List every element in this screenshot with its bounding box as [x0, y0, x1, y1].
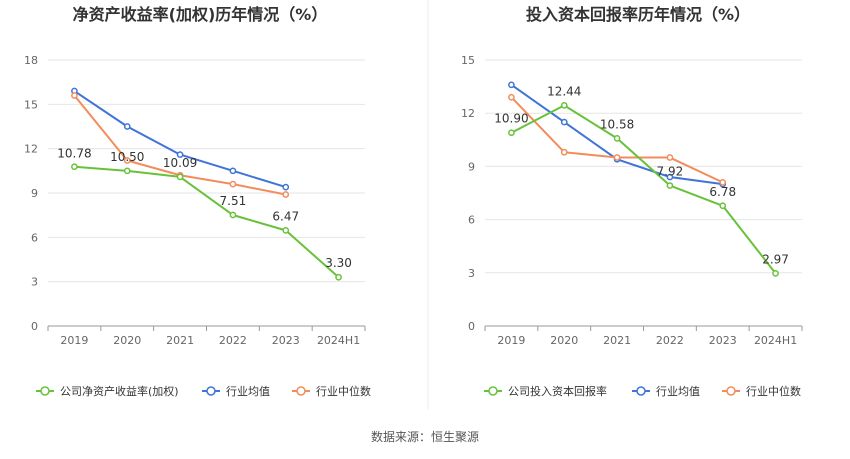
chart2-data-point-company: [508, 129, 515, 137]
chart2-data-point-company: [666, 182, 674, 189]
chart1-legend-label: 行业中位数: [316, 384, 371, 398]
chart2-data-point-company: [719, 202, 727, 210]
chart1-legend-label: 公司净资产收益率(加权): [60, 384, 179, 398]
chart2-y-tick-label: 12: [461, 107, 475, 120]
chart2-x-tick-label: 2020: [550, 334, 578, 347]
chart1-y-tick-label: 0: [31, 320, 38, 333]
chart2-data-point-industry_median: [508, 93, 515, 101]
chart2-legend-label: 行业中位数: [746, 384, 801, 398]
chart2-data-label: 2.97: [762, 252, 789, 266]
chart1-data-label: 7.51: [220, 194, 247, 208]
chart1-data-point-company: [123, 167, 131, 175]
chart1-x-tick-label: 2020: [113, 334, 141, 347]
chart2-x-tick-label: 2021: [603, 334, 631, 347]
chart1-data-point-company: [176, 173, 184, 181]
chart2-data-point-industry_avg: [666, 173, 674, 181]
chart1-series-line-company: [74, 165, 340, 278]
chart2-data-point-industry_median: [719, 179, 727, 186]
chart2-y-tick-label: 15: [461, 54, 475, 67]
chart1-x-tick-label: 2019: [60, 334, 88, 347]
chart1-y-tick-label: 15: [24, 98, 38, 111]
chart1-legend-marker-industry_avg: [206, 386, 216, 396]
chart1-x-tick-label: 2023: [272, 334, 300, 347]
chart2-legend-marker-industry_median: [726, 386, 736, 396]
chart1-x-tick-label: 2022: [219, 334, 247, 347]
chart2-legend-label: 公司投入资本回报率: [508, 384, 607, 398]
chart2-series-line-industry_avg: [510, 84, 723, 186]
chart2-data-point-industry_median: [666, 154, 674, 161]
chart1-y-tick-label: 9: [31, 187, 38, 200]
chart2-legend-marker-industry_avg: [636, 386, 646, 396]
chart1-data-point-company: [282, 227, 290, 234]
chart1-data-point-industry_median: [71, 92, 78, 99]
chart2-y-tick-label: 6: [468, 214, 475, 227]
chart1-data-point-industry_avg: [229, 167, 237, 175]
chart2-data-point-industry_avg: [560, 118, 568, 126]
chart2-y-tick-label: 0: [468, 320, 475, 333]
chart2-y-tick-label: 3: [468, 267, 475, 280]
chart2-data-label: 7.92: [657, 165, 684, 179]
chart1-title: 净资产收益率(加权)历年情况（%）: [73, 5, 328, 24]
chart1-y-tick-label: 6: [31, 231, 38, 244]
chart2-legend-label: 行业均值: [656, 385, 700, 398]
chart1-data-label: 10.09: [163, 156, 197, 170]
chart1-data-point-company: [335, 273, 342, 281]
chart1-legend-label: 行业均值: [226, 385, 270, 398]
chart1-data-point-industry_avg: [123, 123, 131, 130]
chart1-x-tick-label: 2024H1: [317, 334, 360, 347]
chart2-x-tick-label: 2024H1: [754, 334, 797, 347]
chart1-data-point-company: [71, 163, 78, 171]
chart1-y-tick-label: 3: [31, 276, 38, 289]
chart1-data-point-industry_avg: [282, 183, 290, 191]
chart2-data-point-industry_avg: [508, 81, 515, 89]
chart2-data-label: 12.44: [547, 84, 581, 98]
chart1-data-label: 6.47: [272, 209, 299, 223]
chart2-x-tick-label: 2022: [656, 334, 684, 347]
chart1-data-point-industry_median: [229, 180, 237, 188]
chart1-y-tick-label: 12: [24, 143, 38, 156]
chart1-x-tick-label: 2021: [166, 334, 194, 347]
chart2-data-label: 6.78: [709, 185, 736, 199]
chart1-data-point-industry_avg: [176, 151, 184, 158]
chart1-data-label: 10.78: [57, 147, 91, 161]
chart2-data-point-industry_median: [560, 148, 568, 156]
chart2-data-point-company: [613, 135, 621, 142]
chart2-series-line-company: [510, 104, 777, 274]
chart1-data-label: 10.50: [110, 150, 144, 164]
chart1-legend-marker-company: [40, 386, 50, 396]
chart2-data-point-company: [560, 102, 568, 109]
chart2-y-tick-label: 9: [468, 160, 475, 173]
chart1-y-tick-label: 18: [24, 54, 38, 67]
chart2-data-point-company: [772, 269, 779, 277]
chart2-legend-marker-company: [488, 386, 498, 396]
chart2-data-point-industry_median: [613, 154, 621, 161]
chart1-data-point-industry_median: [282, 191, 290, 198]
chart1-data-point-industry_median: [123, 157, 131, 164]
chart2-title: 投入资本回报率历年情况（%）: [526, 5, 750, 24]
chart2-data-label: 10.90: [494, 112, 528, 126]
chart2-x-tick-label: 2023: [709, 334, 737, 347]
chart1-data-label: 3.30: [325, 256, 352, 270]
chart1-data-point-company: [229, 211, 237, 219]
chart2-x-tick-label: 2019: [497, 334, 525, 347]
chart2-data-label: 10.58: [600, 117, 634, 131]
chart1-legend-marker-industry_median: [296, 386, 306, 396]
data-source-note: 数据来源：恒生聚源: [370, 430, 479, 444]
